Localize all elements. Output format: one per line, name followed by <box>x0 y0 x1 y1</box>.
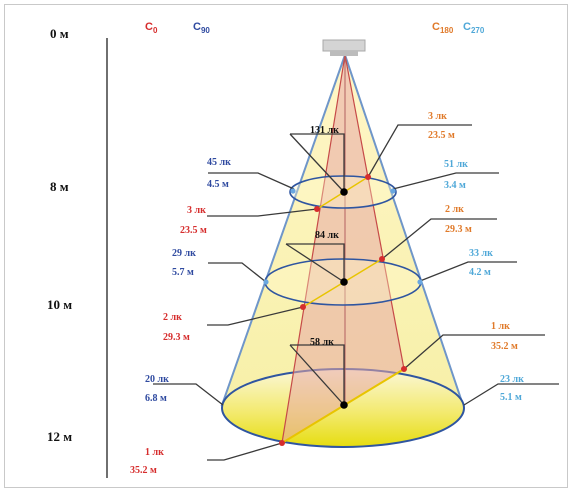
leader-c0-10m <box>207 306 304 326</box>
leader-131 <box>290 133 345 192</box>
plane-label-c0: C0 <box>145 21 158 36</box>
depth-label-10: 10 м <box>47 297 73 312</box>
leader-c270-10m <box>419 261 517 282</box>
c90-lux-12m: 20 лк <box>145 374 169 385</box>
plane-label-c180: C180 <box>432 21 454 36</box>
c90-dist-8m: 4.5 м <box>207 179 229 190</box>
c0-dist-10m: 29.3 м <box>163 332 190 343</box>
leader-c270-12m <box>463 383 559 406</box>
c0-lux-12m: 1 лк <box>145 447 164 458</box>
luminaire-body <box>322 39 366 52</box>
diagram-border <box>4 4 568 488</box>
leader-58 <box>290 344 345 405</box>
center-lux-10m: 84 лк <box>315 230 339 241</box>
plane-label-c270: C270 <box>463 21 485 36</box>
c90-lux-10m: 29 лк <box>172 248 196 259</box>
c0-dist-12m: 35.2 м <box>130 465 157 476</box>
c180-dist-12m: 35.2 м <box>491 341 518 352</box>
leader-c0-8m <box>207 208 318 217</box>
c0-lux-8m: 3 лк <box>187 205 206 216</box>
c270-dist-12m: 5.1 м <box>500 392 522 403</box>
measurement-points <box>263 174 423 446</box>
leader-c180-8m <box>367 124 472 178</box>
leader-84 <box>286 243 345 282</box>
center-lux-12m: 58 лк <box>310 337 334 348</box>
c270-lux-8m: 51 лк <box>444 159 468 170</box>
leader-c270-8m <box>392 172 499 190</box>
leader-c180-10m <box>381 218 497 260</box>
depth-label-12: 12 м <box>47 429 73 444</box>
depth-label-0: 0 м <box>50 26 69 41</box>
c270-dist-10m: 4.2 м <box>469 267 491 278</box>
c180-lux-12m: 1 лк <box>491 321 510 332</box>
leader-c90-8m <box>208 172 295 190</box>
c180-dist-10m: 29.3 м <box>445 224 472 235</box>
plane-label-c90: C90 <box>193 21 210 36</box>
leader-c0-12m <box>207 442 283 461</box>
leader-c90-10m <box>208 262 267 283</box>
c0-lux-10m: 2 лк <box>163 312 182 323</box>
center-lux-8m: 131 лк <box>310 125 339 136</box>
c270-lux-12m: 23 лк <box>500 374 524 385</box>
c0-dist-8m: 23.5 м <box>180 225 207 236</box>
c90-dist-12m: 6.8 м <box>145 393 167 404</box>
c180-dist-8m: 23.5 м <box>428 130 455 141</box>
c270-lux-10m: 33 лк <box>469 248 493 259</box>
depth-label-8: 8 м <box>50 179 69 194</box>
luminaire-lens <box>330 51 358 56</box>
c180-lux-10m: 2 лк <box>445 204 464 215</box>
leader-c180-12m <box>403 334 545 370</box>
c180-lux-8m: 3 лк <box>428 111 447 122</box>
c270-dist-8m: 3.4 м <box>444 180 466 191</box>
c90-lux-8m: 45 лк <box>207 157 231 168</box>
c90-dist-10m: 5.7 м <box>172 267 194 278</box>
leader-c90-12m <box>153 383 224 406</box>
